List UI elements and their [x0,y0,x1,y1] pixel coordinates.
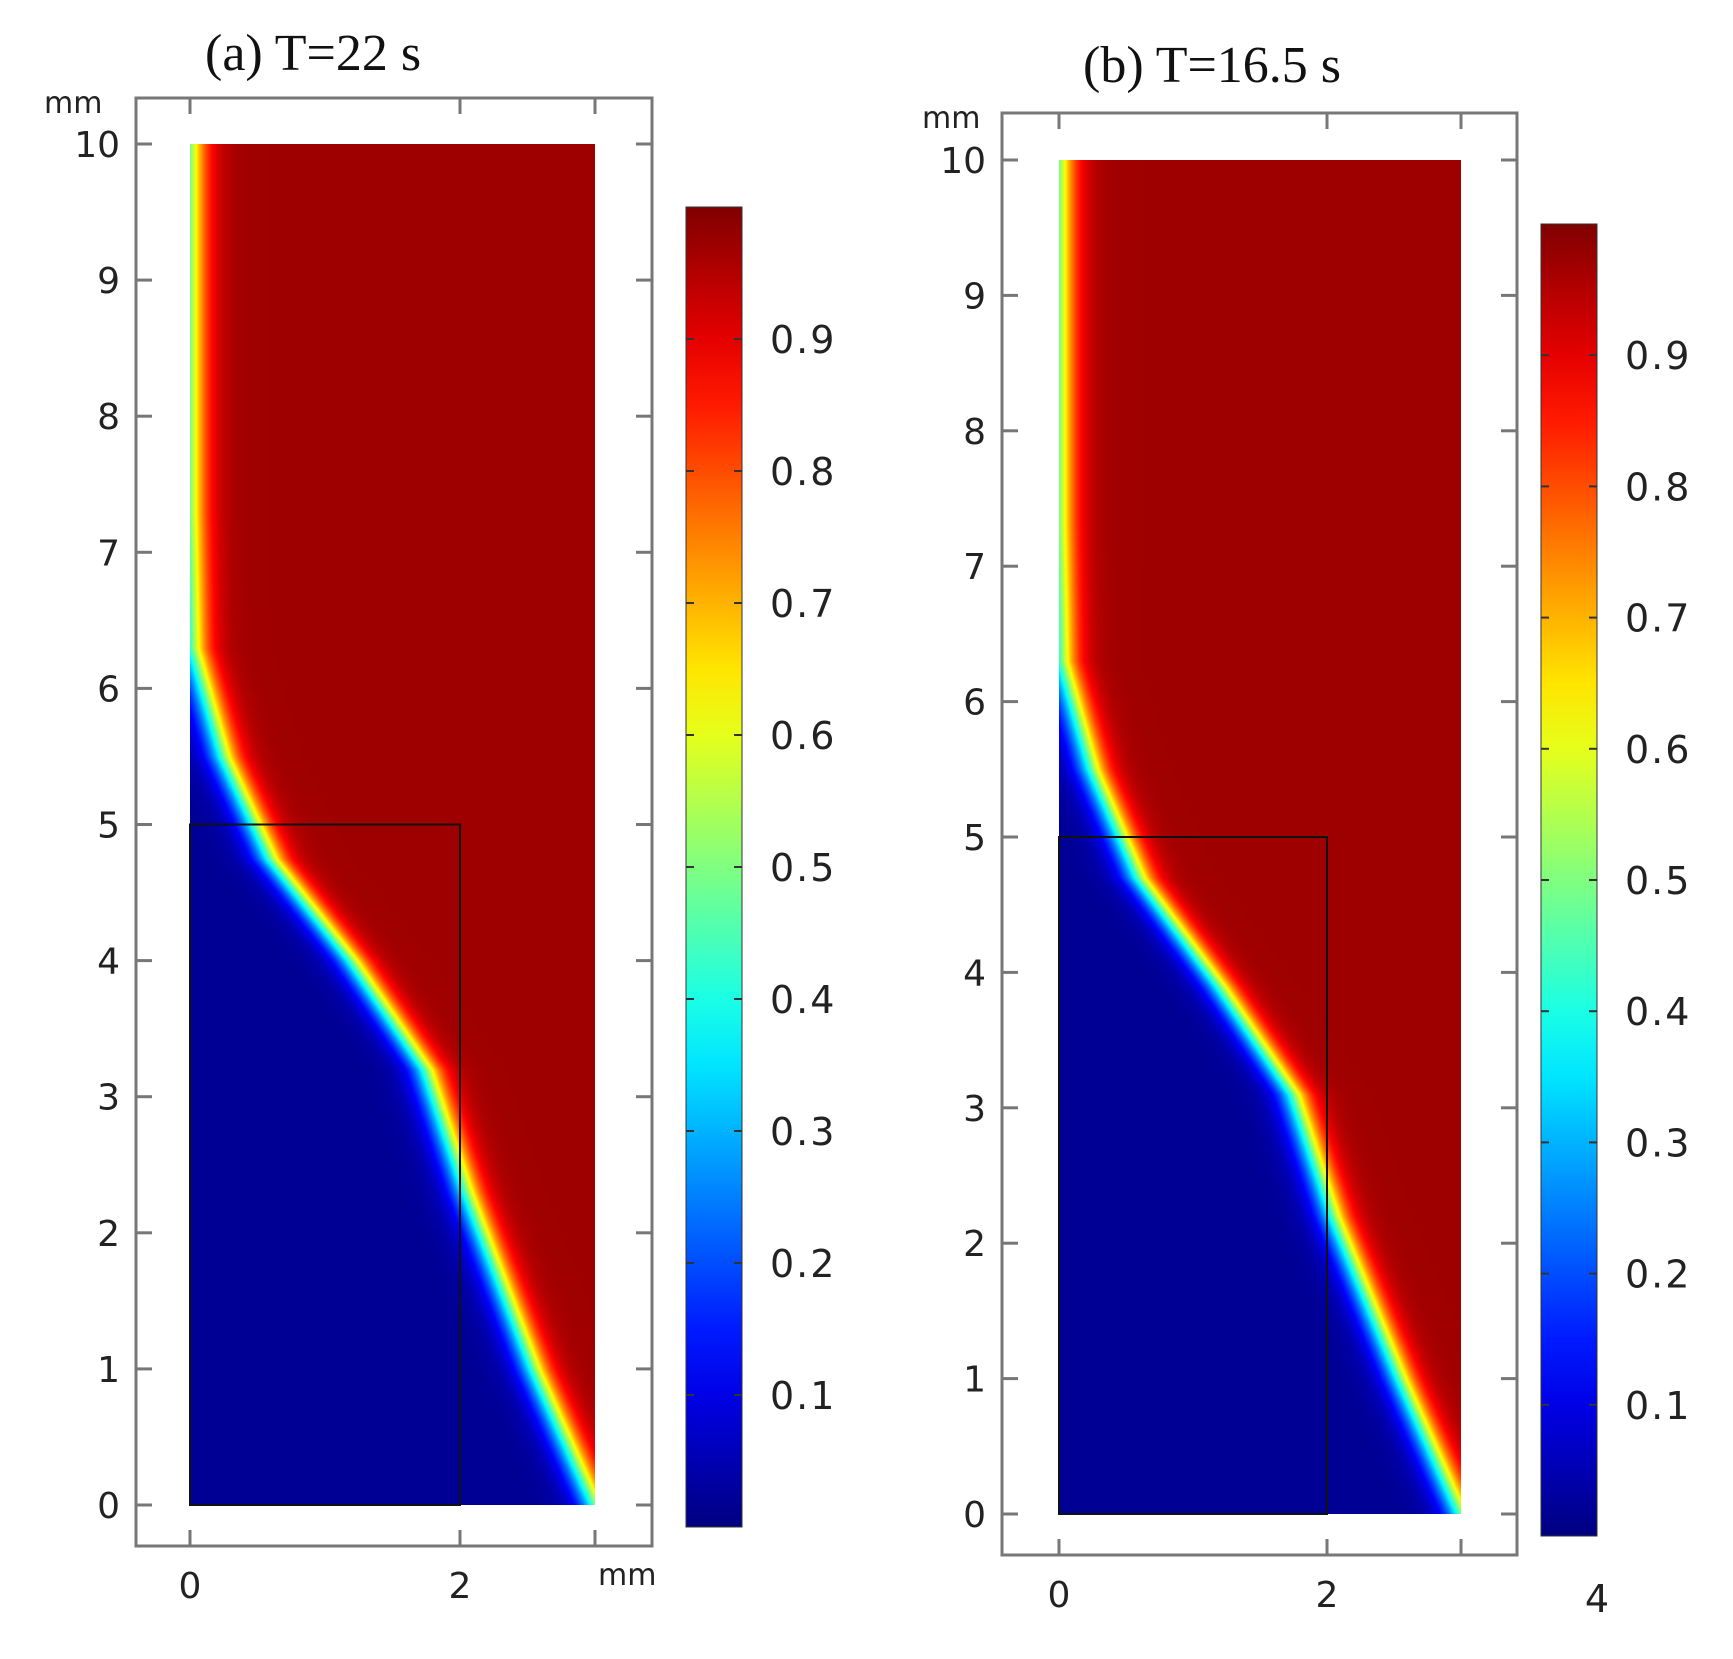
panel-b-cbar-tick-label: 0.9 [1625,334,1691,378]
panel-b-ytick-label: 4 [963,953,986,994]
panel-b-cbar-tick-label: 0.2 [1625,1253,1691,1297]
panel-b-colorbar [1540,223,1598,1537]
panel-a-xtick-label: 2 [449,1566,472,1607]
panel-a-cbar-tick-label: 0.8 [770,450,836,494]
panel-b-inner-boundary [1058,836,1328,1515]
panel-a-cbar-tick-label: 0.4 [770,978,836,1022]
panel-b-ytick-label: 1 [963,1360,986,1401]
panel-a-x-unit: mm [598,1558,656,1593]
panel-b-ytick-label: 6 [963,683,986,724]
panel-b-cbar-tick-label: 0.1 [1625,1384,1691,1428]
panel-a-ytick-label: 1 [97,1350,120,1391]
panel-a-ytick-label: 5 [97,806,120,847]
panel-b-heatmap [1058,160,1461,1515]
panel-b-cbar-tick-label: 0.3 [1625,1121,1691,1165]
panel-b-cbar-tick-label: 0.5 [1625,859,1691,903]
panel-b-ytick-label: 7 [963,547,986,588]
panel-a-ytick-label: 4 [97,942,120,983]
panel-b-ticks: 0 1 2 3 4 5 6 7 8 9 10 0 2 [940,113,1517,1616]
panel-a-cbar-tick-label: 0.2 [770,1242,836,1286]
panel-b-cbar-tick-label: 0.4 [1625,990,1691,1034]
panel-a-cbar-tick-label: 0.6 [770,714,836,758]
panel-a-ticks: 0 1 2 3 4 5 6 7 8 9 10 0 2 [74,98,652,1607]
panel-b-cbar-tick-label: 0.7 [1625,597,1691,641]
panel-b-xtick-label: 0 [1048,1575,1071,1616]
panel-b-cbar-tick-label: 0.8 [1625,465,1691,509]
panel-b-axes-frame [1000,111,1519,1557]
panel-a-colorbar [685,206,743,1528]
panel-a-cbar-tick-label: 0.1 [770,1374,836,1418]
panel-a-ytick-label: 7 [97,533,120,574]
panel-b-colorbar-bottom-label: 4 [1585,1577,1611,1621]
panel-a-inner-boundary [189,823,461,1506]
panel-a-ytick-label: 2 [97,1214,120,1255]
panel-b-ytick-label: 10 [940,141,986,182]
panel-b-ytick-label: 9 [963,276,986,317]
panel-a-ytick-label: 8 [97,397,120,438]
panel-b: (b) T=16.5 s 0 1 2 3 4 5 6 7 8 9 10 0 2 mm 0.1 0.2 0.3… [922,37,1691,1621]
panel-a-title: (a) T=22 s [205,25,421,82]
panel-a-cbar-tick-label: 0.7 [770,582,836,626]
panel-a-xtick-label: 0 [179,1566,202,1607]
panel-a-cbar-tick-label: 0.5 [770,846,836,890]
panel-b-ytick-label: 5 [963,818,986,859]
panel-b-colorbar-ticks: 0.1 0.2 0.3 0.4 0.5 0.6 0.7 0.8 0.9 [1541,334,1691,1428]
panel-b-ytick-label: 8 [963,412,986,453]
panel-a-axes-frame [134,96,654,1548]
panel-a-ytick-label: 9 [97,261,120,302]
panel-b-cbar-tick-label: 0.6 [1625,728,1691,772]
panel-a-heatmap [189,144,595,1506]
panel-b-xtick-label: 2 [1316,1575,1339,1616]
panel-b-ytick-label: 3 [963,1089,986,1130]
panel-a-ytick-label: 0 [97,1486,120,1527]
panel-b-ytick-label: 0 [963,1495,986,1536]
panel-a-ytick-label: 10 [74,125,120,166]
panel-a-ytick-label: 6 [97,669,120,710]
panel-b-ytick-label: 2 [963,1224,986,1265]
panel-b-title: (b) T=16.5 s [1083,37,1341,94]
panel-a-ytick-label: 3 [97,1078,120,1119]
panel-a-y-unit: mm [44,86,102,121]
panel-b-y-unit: mm [922,101,980,136]
panel-a-cbar-tick-label: 0.9 [770,318,836,362]
panel-a-colorbar-ticks: 0.1 0.2 0.3 0.4 0.5 0.6 0.7 0.8 0.9 [686,318,836,1418]
panel-a-cbar-tick-label: 0.3 [770,1110,836,1154]
